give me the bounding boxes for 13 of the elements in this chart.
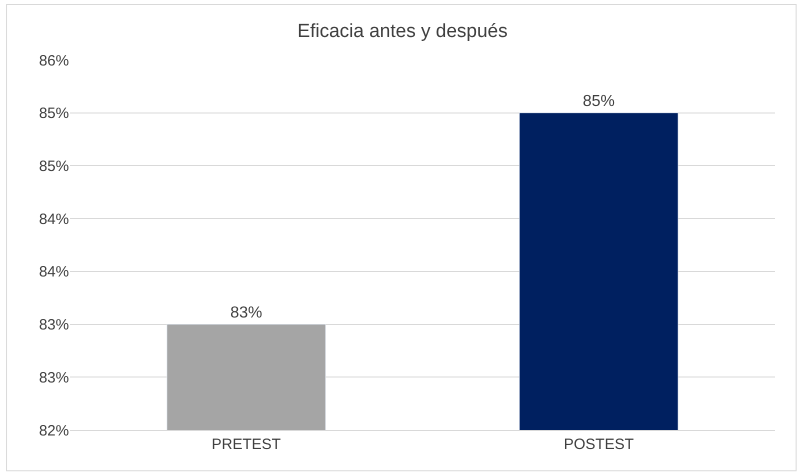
y-tick-label: 85% [38, 105, 69, 122]
data-label: 83% [230, 304, 262, 322]
y-tick-label: 82% [38, 422, 69, 440]
y-tick-label: 84% [38, 264, 69, 281]
chart-title: Eficacia antes y después [297, 21, 508, 42]
x-tick-label: PRETEST [212, 436, 281, 453]
y-tick-label: 83% [38, 369, 69, 386]
y-tick-label: 85% [38, 158, 69, 175]
y-tick-label: 86% [38, 52, 69, 70]
y-tick-label: 83% [38, 316, 69, 334]
y-tick-label: 84% [38, 210, 69, 228]
x-tick-label: POSTEST [564, 436, 634, 453]
data-label: 85% [582, 92, 615, 110]
